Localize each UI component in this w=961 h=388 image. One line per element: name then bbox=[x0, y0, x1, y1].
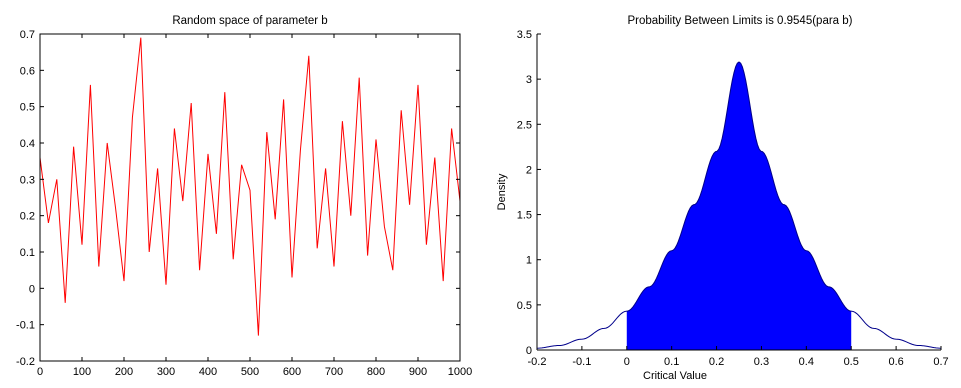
density-curve bbox=[536, 61, 942, 349]
left-y-ticks: -0.2 -0.1 0 0.1 0.2 0.3 0.4 0.5 0.6 0.7 bbox=[16, 29, 460, 368]
right-x-ticks: -0.2 -0.1 0 0.1 0.2 0.3 0.4 0.5 0.6 0.7 bbox=[528, 346, 949, 368]
y-tick-label: 0.3 bbox=[20, 174, 35, 186]
y-tick-label: 0.4 bbox=[20, 138, 35, 150]
x-tick-label: 0 bbox=[37, 366, 43, 378]
x-tick-label: 0.2 bbox=[709, 356, 724, 368]
x-tick-label: 300 bbox=[157, 366, 175, 378]
x-tick-label: -0.1 bbox=[572, 356, 591, 368]
right-x-axis-label: Critical Value bbox=[643, 370, 707, 382]
y-tick-label: 0.5 bbox=[517, 300, 532, 312]
y-tick-label: 0.7 bbox=[20, 29, 35, 41]
left-chart-title: Random space of parameter b bbox=[172, 15, 327, 27]
x-tick-label: 0.1 bbox=[664, 356, 679, 368]
x-tick-label: 800 bbox=[367, 366, 385, 378]
y-tick-label: 3 bbox=[526, 74, 532, 86]
x-tick-label: 900 bbox=[409, 366, 427, 378]
x-tick-label: 1000 bbox=[448, 366, 472, 378]
x-tick-label: 600 bbox=[283, 366, 301, 378]
y-tick-label: 3.5 bbox=[517, 29, 532, 41]
y-tick-label: 0.1 bbox=[20, 247, 35, 259]
x-tick-label: 0.4 bbox=[799, 356, 814, 368]
y-tick-label: 1.5 bbox=[517, 210, 532, 222]
y-tick-label: 1 bbox=[526, 255, 532, 267]
y-tick-label: 0.6 bbox=[20, 65, 35, 77]
left-x-ticks: 0 100 200 300 400 500 600 700 800 900 1000 bbox=[37, 34, 472, 378]
y-tick-label: -0.1 bbox=[16, 320, 35, 332]
random-space-chart: Random space of parameter b 0 100 200 300 40… bbox=[16, 15, 472, 378]
y-tick-label: 2.5 bbox=[517, 119, 532, 131]
y-tick-label: 0.5 bbox=[20, 102, 35, 114]
x-tick-label: 0.5 bbox=[844, 356, 859, 368]
x-tick-label: 0.6 bbox=[888, 356, 903, 368]
x-tick-label: 100 bbox=[73, 366, 91, 378]
x-tick-label: 700 bbox=[325, 366, 343, 378]
x-tick-label: 500 bbox=[241, 366, 259, 378]
y-tick-label: 0 bbox=[526, 345, 532, 357]
y-tick-label: 0 bbox=[29, 283, 35, 295]
probability-density-chart: Probability Between Limits is 0.9545(par… bbox=[496, 15, 949, 382]
x-tick-label: 0.7 bbox=[933, 356, 948, 368]
right-y-axis-label: Density bbox=[496, 173, 508, 210]
y-tick-label: -0.2 bbox=[16, 356, 35, 368]
series-line bbox=[39, 37, 461, 336]
right-chart-title: Probability Between Limits is 0.9545(par… bbox=[627, 15, 852, 27]
x-tick-label: -0.2 bbox=[528, 356, 547, 368]
shaded-area bbox=[626, 61, 852, 351]
x-tick-label: 0.3 bbox=[754, 356, 769, 368]
right-y-ticks: 0 0.5 1 1.5 2 2.5 3 3.5 bbox=[517, 29, 541, 357]
y-tick-label: 2 bbox=[526, 164, 532, 176]
x-tick-label: 400 bbox=[199, 366, 217, 378]
x-tick-label: 200 bbox=[115, 366, 133, 378]
y-tick-label: 0.2 bbox=[20, 211, 35, 223]
x-tick-label: 0 bbox=[624, 356, 630, 368]
